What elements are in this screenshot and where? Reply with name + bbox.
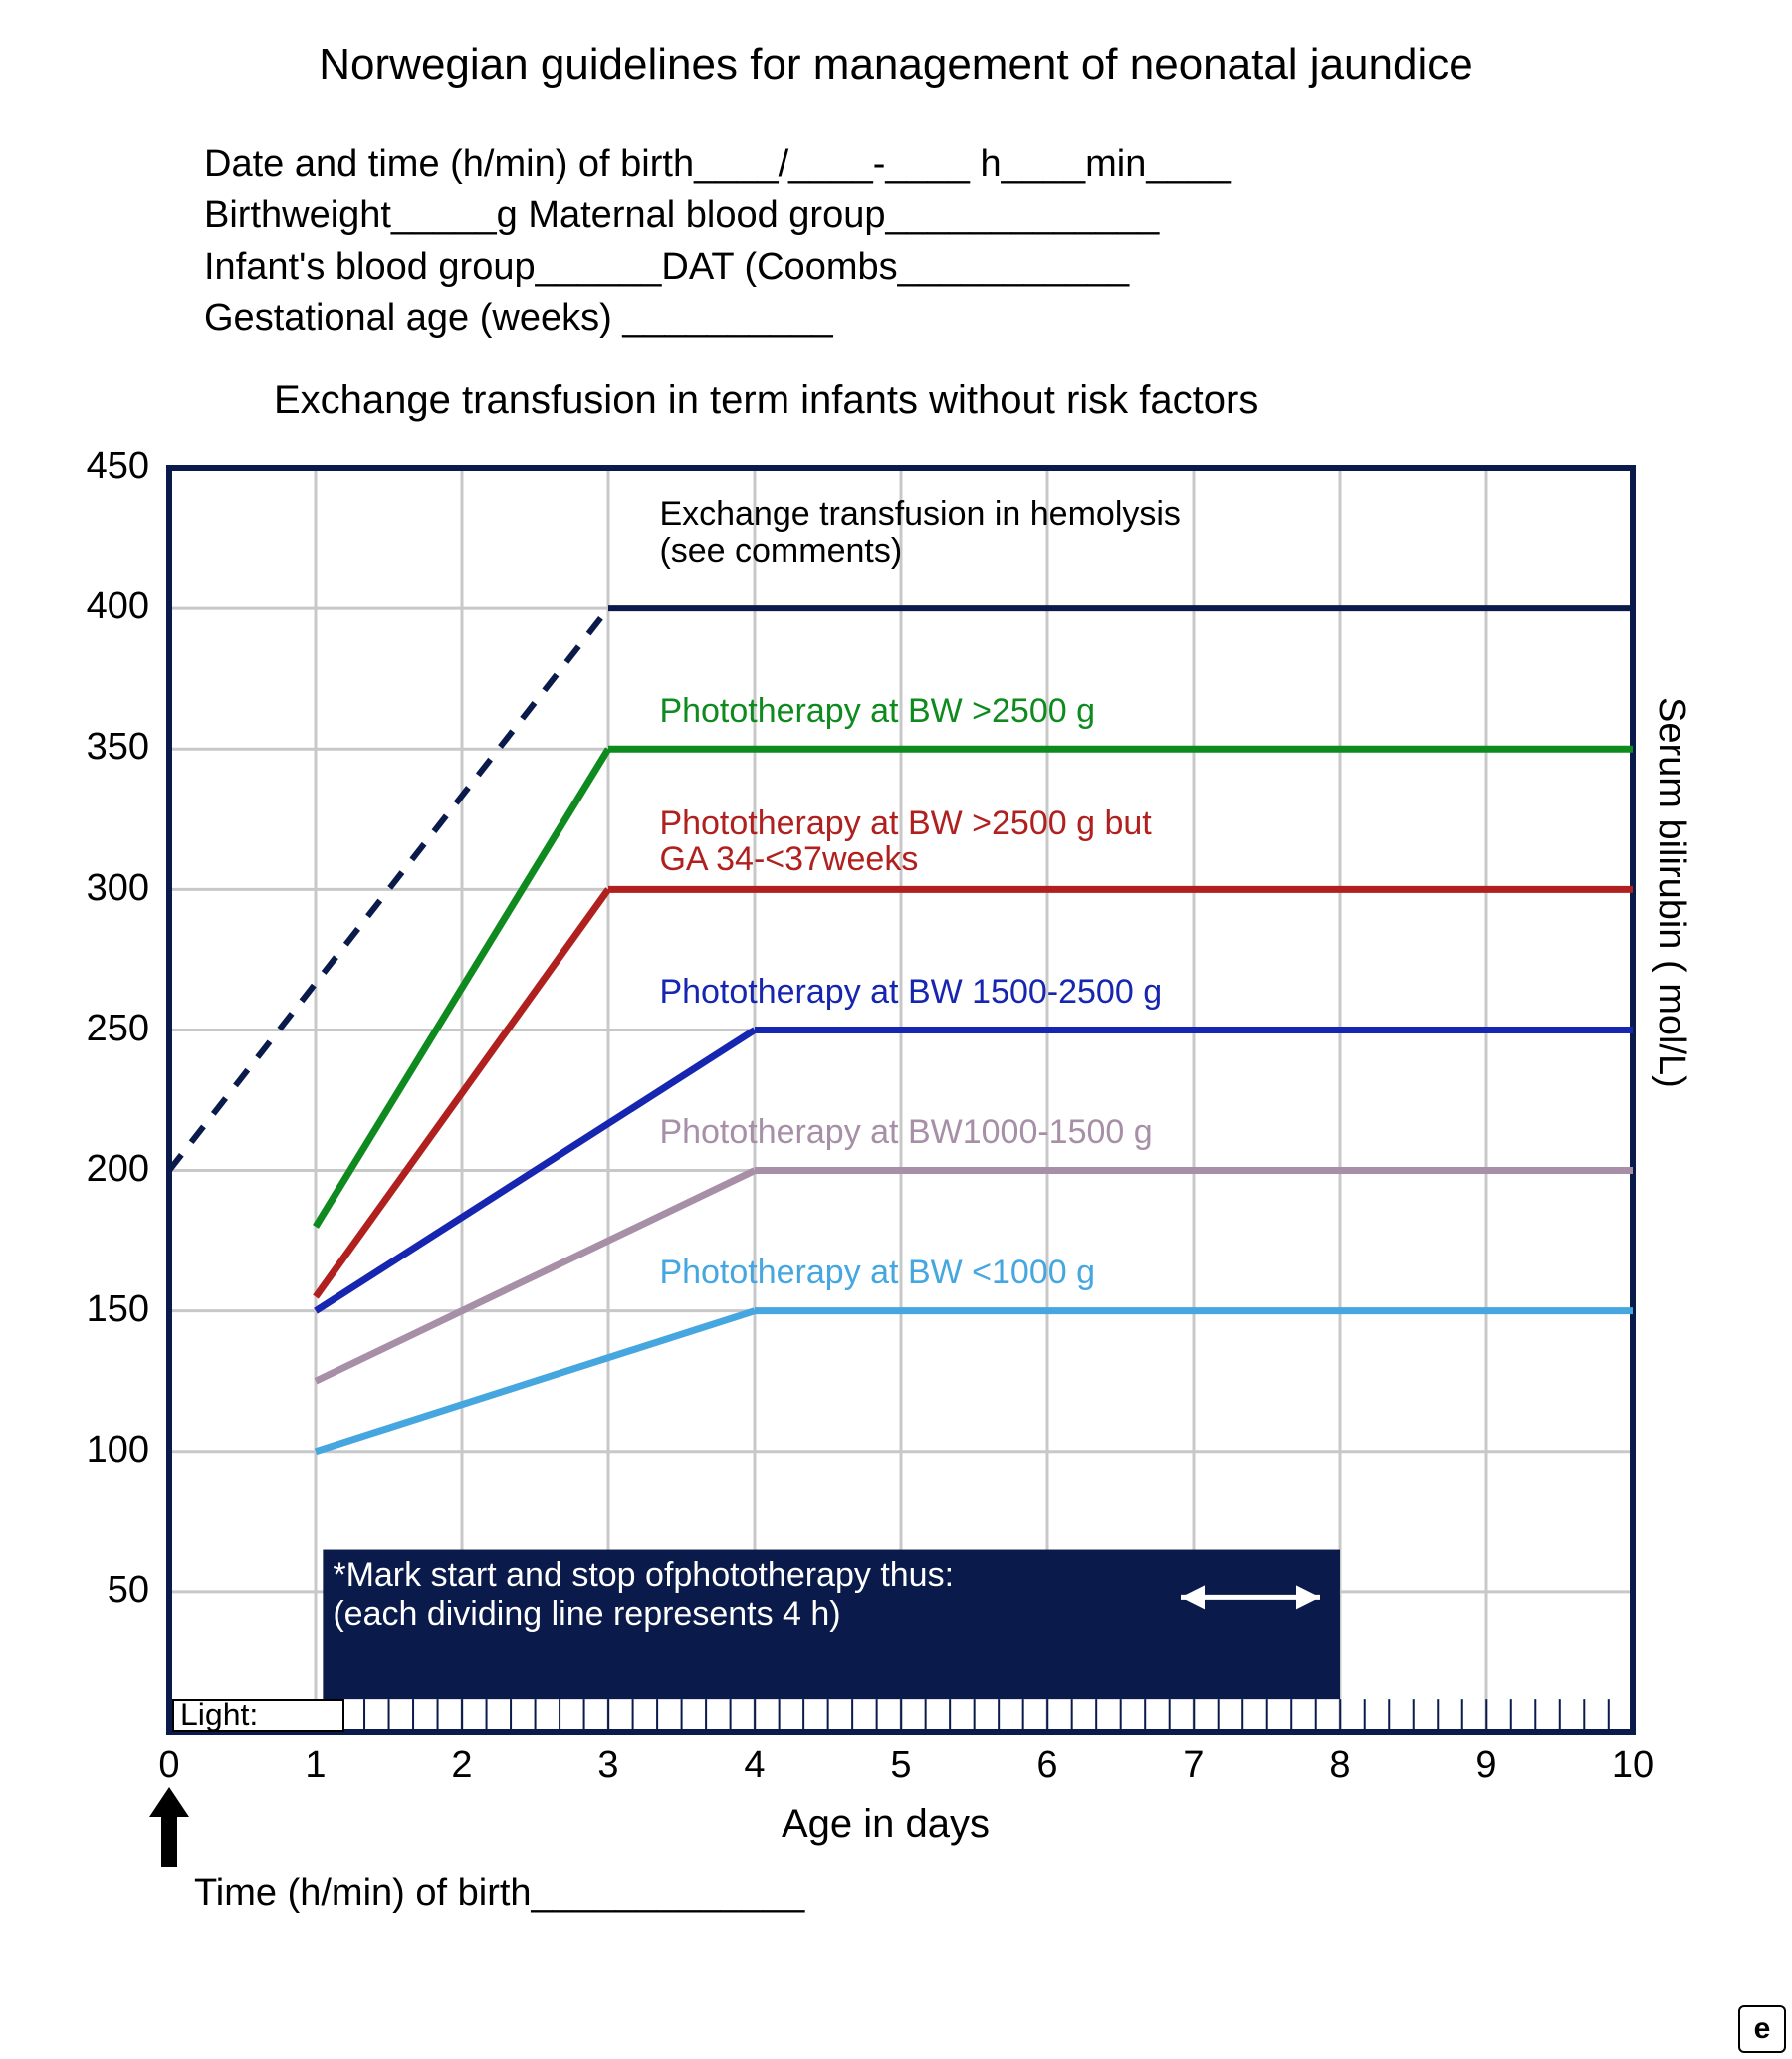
y-tick-label: 200 (0, 1148, 149, 1191)
y-tick-label: 50 (0, 1569, 149, 1612)
series-label-photo-1500-2500: Phototherapy at BW 1500-2500 g (659, 974, 1162, 1011)
corner-badge: e (1738, 2005, 1786, 2053)
y-tick-label: 250 (0, 1008, 149, 1050)
note-box-text: *Mark start and stop ofphototherapy thus… (333, 1556, 1161, 1634)
series-label-exchange-hemolysis: Exchange transfusion in hemolysis (see c… (659, 496, 1181, 569)
x-tick-label: 4 (725, 1744, 784, 1787)
y-tick-label: 350 (0, 726, 149, 769)
series-label-photo-lt1000: Phototherapy at BW <1000 g (659, 1255, 1095, 1291)
y-tick-label: 450 (0, 445, 149, 488)
x-tick-label: 8 (1310, 1744, 1370, 1787)
series-label-photo-gt2500: Phototherapy at BW >2500 g (659, 693, 1095, 730)
birth-time-arrow-icon (149, 1787, 209, 1877)
x-tick-label: 7 (1164, 1744, 1224, 1787)
x-tick-label: 3 (578, 1744, 638, 1787)
series-label-photo-gt2500-ga34: Phototherapy at BW >2500 g but GA 34-<37… (659, 805, 1151, 878)
series-label-photo-1000-1500: Phototherapy at BW1000-1500 g (659, 1114, 1152, 1151)
y-tick-label: 150 (0, 1288, 149, 1331)
x-tick-label: 5 (871, 1744, 931, 1787)
y-tick-label: 300 (0, 867, 149, 910)
x-tick-label: 2 (432, 1744, 492, 1787)
x-tick-label: 10 (1603, 1744, 1663, 1787)
right-axis-title: Serum bilirubin ( mol/L) (1650, 697, 1692, 1088)
x-tick-label: 9 (1456, 1744, 1516, 1787)
x-tick-label: 6 (1017, 1744, 1077, 1787)
x-axis-title: Age in days (782, 1802, 990, 1847)
footnote-text: Time (h/min) of birth_____________ (194, 1872, 804, 1915)
x-tick-label: 1 (286, 1744, 345, 1787)
x-tick-label: 0 (139, 1744, 199, 1787)
light-row-label: Light: (172, 1699, 344, 1732)
y-tick-label: 100 (0, 1429, 149, 1472)
chart-area: 50 100 150 200 250 300 350 400 450 0 1 2 3 4 5 6 7 8 9 10 Ag… (0, 0, 1792, 2059)
y-tick-label: 400 (0, 585, 149, 628)
